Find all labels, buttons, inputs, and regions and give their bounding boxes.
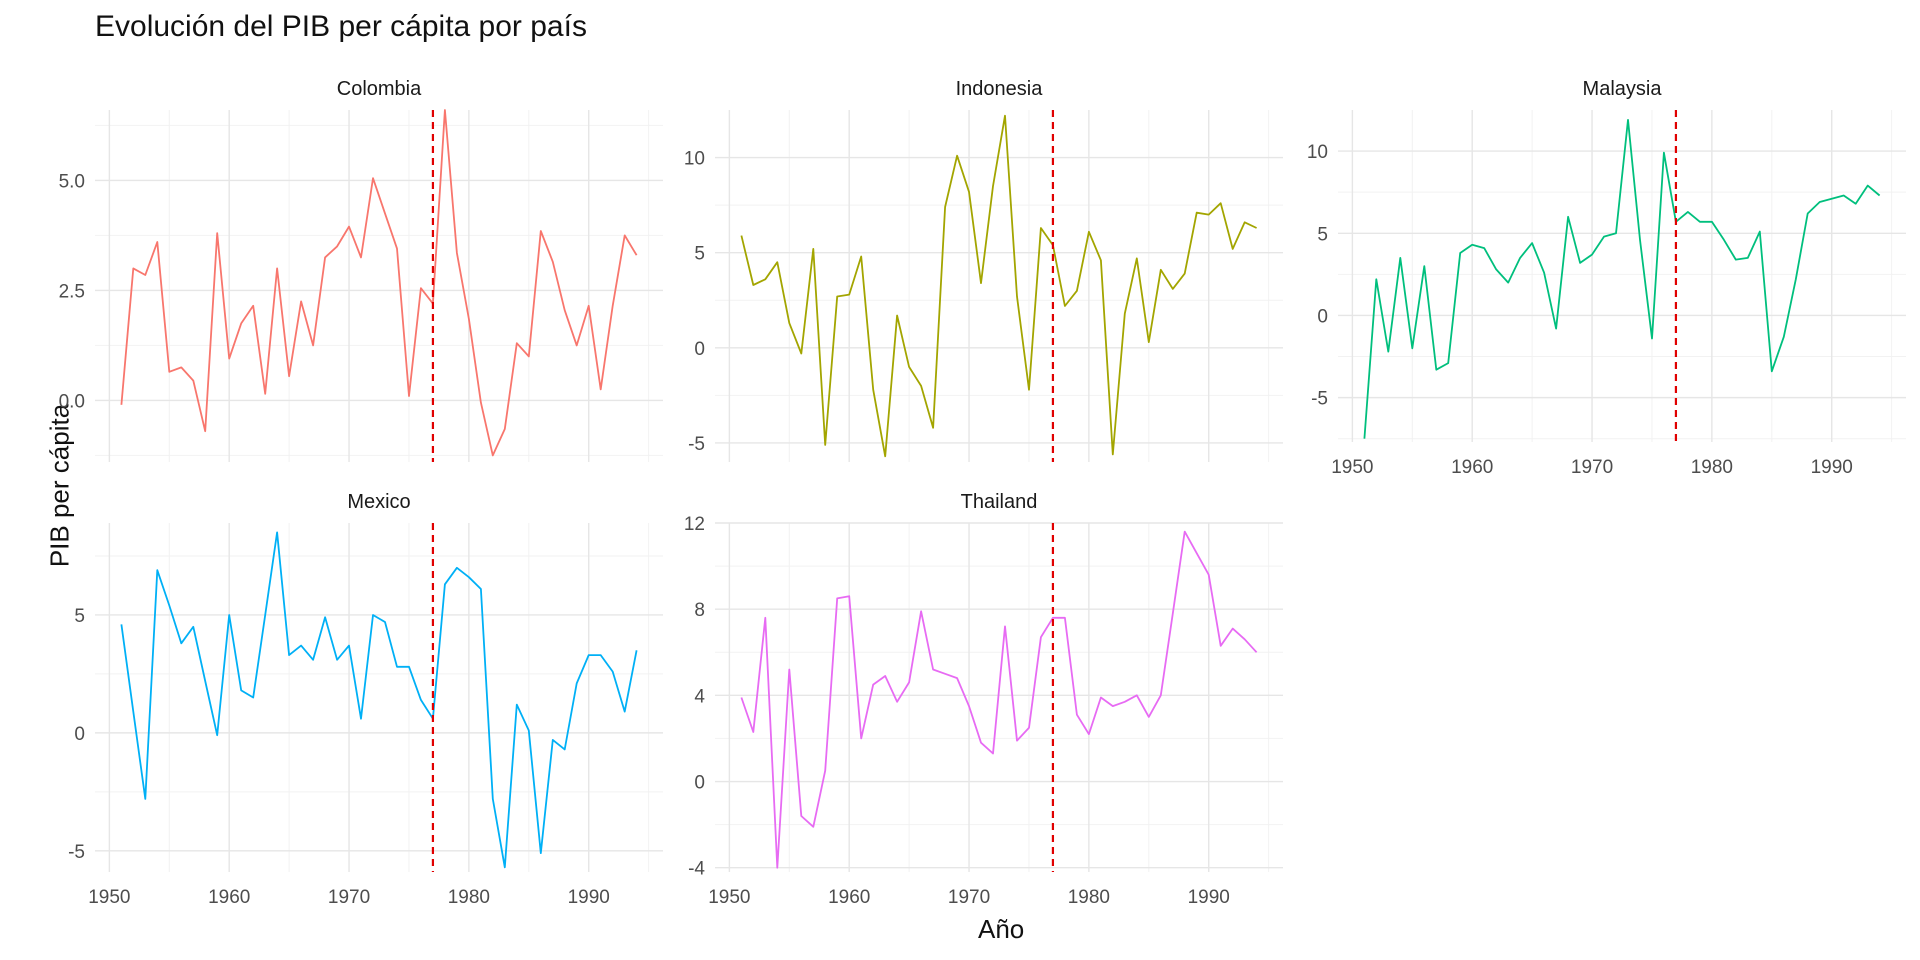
x-tick-label: 1970 bbox=[948, 887, 990, 908]
series-line-malaysia bbox=[1363, 119, 1881, 439]
x-tick-label: 1950 bbox=[1331, 457, 1373, 478]
y-tick-label: 5 bbox=[74, 606, 85, 627]
series-line-mexico bbox=[120, 531, 638, 869]
chart-title: Evolución del PIB per cápita por país bbox=[95, 10, 587, 43]
x-tick-label: 1990 bbox=[1811, 457, 1853, 478]
x-tick-label: 1980 bbox=[1068, 887, 1110, 908]
facet-label: Colombia bbox=[337, 78, 422, 100]
facet-thailand: Thailand -4 0 4 8 12 1950 1960 1970 1980 1990 bbox=[684, 491, 1283, 908]
x-tick-label: 1970 bbox=[328, 887, 370, 908]
facet-malaysia: Malaysia -5 0 5 10 1950 1960 1970 1980 1990 bbox=[1307, 78, 1906, 478]
y-tick-label: 0 bbox=[74, 724, 85, 745]
x-tick-label: 1980 bbox=[448, 887, 490, 908]
facet-label: Thailand bbox=[961, 491, 1038, 513]
y-tick-label: -4 bbox=[688, 859, 705, 880]
y-tick-label: 10 bbox=[1307, 142, 1328, 163]
series-line-colombia bbox=[120, 109, 638, 457]
x-tick-label: 1970 bbox=[1571, 457, 1613, 478]
x-tick-label: 1950 bbox=[708, 887, 750, 908]
x-tick-label: 1960 bbox=[828, 887, 870, 908]
y-tick-label: 0 bbox=[1317, 306, 1328, 327]
x-tick-label: 1990 bbox=[568, 887, 610, 908]
y-tick-label: 4 bbox=[694, 686, 705, 707]
facet-colombia: Colombia 0.0 2.5 5.0 bbox=[59, 78, 663, 462]
x-tick-label: 1960 bbox=[1451, 457, 1493, 478]
y-tick-label: 5 bbox=[1317, 224, 1328, 245]
facet-label: Mexico bbox=[347, 491, 410, 513]
y-tick-label: -5 bbox=[68, 842, 85, 863]
y-tick-label: 8 bbox=[694, 600, 705, 621]
y-tick-label: 0.0 bbox=[59, 391, 85, 412]
series-line-indonesia bbox=[740, 114, 1257, 458]
y-tick-label: 0 bbox=[694, 773, 705, 794]
facet-label: Malaysia bbox=[1583, 78, 1663, 100]
y-tick-label: 10 bbox=[684, 149, 705, 170]
x-tick-label: 1990 bbox=[1188, 887, 1230, 908]
y-tick-label: 5.0 bbox=[59, 171, 85, 192]
facet-indonesia: Indonesia -5 0 5 10 bbox=[684, 78, 1283, 462]
x-tick-label: 1960 bbox=[208, 887, 250, 908]
x-axis-label: Año bbox=[978, 914, 1025, 944]
y-tick-label: -5 bbox=[1311, 389, 1328, 410]
y-tick-label: 12 bbox=[684, 514, 705, 535]
facet-mexico: Mexico -5 0 5 1950 1960 1970 1980 1990 bbox=[68, 491, 663, 908]
facet-label: Indonesia bbox=[956, 78, 1044, 100]
y-tick-label: -5 bbox=[688, 434, 705, 455]
y-tick-label: 0 bbox=[694, 339, 705, 360]
x-tick-label: 1950 bbox=[88, 887, 130, 908]
y-tick-label: 2.5 bbox=[59, 281, 85, 302]
series-line-thailand bbox=[740, 530, 1258, 869]
y-tick-label: 5 bbox=[694, 244, 705, 265]
x-tick-label: 1980 bbox=[1691, 457, 1733, 478]
